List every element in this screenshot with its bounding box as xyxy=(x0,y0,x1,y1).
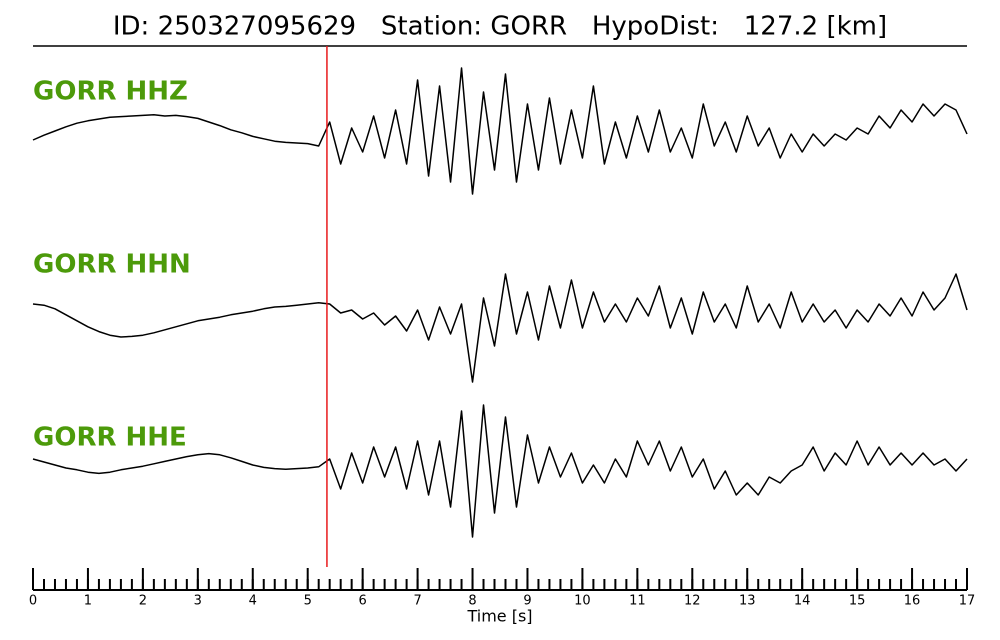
x-tick-label: 11 xyxy=(629,594,646,609)
x-tick-label: 9 xyxy=(523,594,531,609)
waveform xyxy=(32,404,968,538)
x-tick-label: 7 xyxy=(413,594,421,609)
x-tick-label: 5 xyxy=(304,594,312,609)
x-tick-label: 15 xyxy=(849,594,866,609)
x-tick-label: 10 xyxy=(574,594,591,609)
x-tick-label: 14 xyxy=(794,594,811,609)
x-tick-label: 1 xyxy=(84,594,92,609)
x-tick-label: 0 xyxy=(29,594,37,609)
waveform xyxy=(32,67,968,195)
x-tick-label: 8 xyxy=(468,594,476,609)
x-tick-label: 16 xyxy=(904,594,921,609)
x-tick-label: 4 xyxy=(249,594,257,609)
x-tick-label: 12 xyxy=(684,594,701,609)
x-axis-label: Time [s] xyxy=(466,607,532,626)
x-tick-label: 6 xyxy=(359,594,367,609)
trace-label: GORR HHE xyxy=(33,423,187,453)
x-tick-label: 13 xyxy=(739,594,756,609)
x-tick-label: 3 xyxy=(194,594,202,609)
trace-label: GORR HHN xyxy=(33,250,191,280)
chart-title: ID: 250327095629 Station: GORR HypoDist:… xyxy=(113,12,887,42)
waveform xyxy=(32,273,968,383)
x-tick-label: 17 xyxy=(959,594,976,609)
trace-label: GORR HHZ xyxy=(33,77,188,107)
x-tick-label: 2 xyxy=(139,594,147,609)
